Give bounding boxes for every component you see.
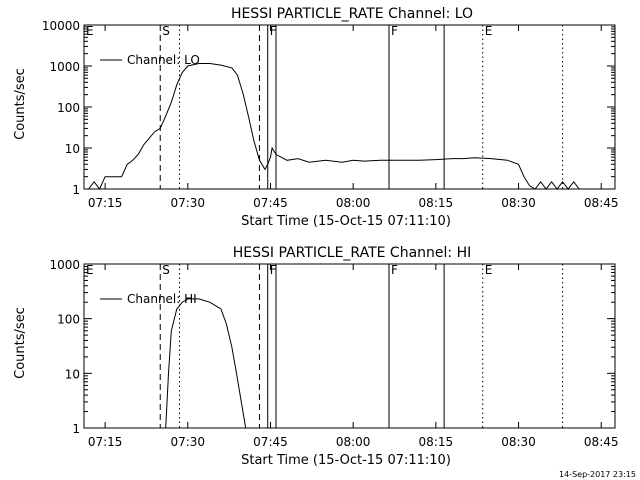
marker-label: E — [86, 263, 94, 277]
marker-label: F — [270, 263, 277, 277]
y-tick-label: 100 — [57, 313, 80, 327]
marker-label: F — [391, 24, 398, 38]
plot-area-lo: 07:15 07:30 07:45 08:00 08:15 08:30 08:45 1 10 10… — [42, 19, 619, 210]
marker-label: S — [162, 263, 170, 277]
x-tick-label: 07:15 — [88, 435, 123, 449]
y-tick-label: 1 — [72, 422, 80, 436]
x-tick-label: 08:15 — [419, 435, 454, 449]
y-axis-label-hi: Counts/sec — [13, 307, 28, 379]
marker-label: F — [270, 24, 277, 38]
marker-label: E — [485, 24, 493, 38]
x-axis-label-lo: Start Time (15-Oct-15 07:11:10) — [241, 214, 451, 229]
x-tick-label: 07:15 — [88, 196, 123, 210]
marker-label: S — [162, 24, 170, 38]
y-tick-label: 1 — [72, 183, 80, 197]
x-tick-label: 08:00 — [336, 196, 371, 210]
y-tick-label: 1000 — [49, 60, 80, 74]
x-axis-label-hi: Start Time (15-Oct-15 07:11:10) — [241, 453, 451, 468]
chart-title-hi: HESSI PARTICLE_RATE Channel: HI — [233, 245, 471, 261]
plot-frame — [83, 24, 616, 190]
marker-label: F — [391, 263, 398, 277]
y-tick-label: 10 — [65, 142, 80, 156]
x-tick-label: 08:00 — [336, 435, 371, 449]
x-tick-label: 07:45 — [253, 435, 288, 449]
plot-area-hi: 07:15 07:30 07:45 08:00 08:15 08:30 08:45 1 10 10… — [49, 258, 618, 449]
y-tick-label: 1000 — [49, 258, 80, 272]
footer-timestamp: 14-Sep-2017 23:15 — [559, 470, 636, 479]
series-line — [88, 63, 580, 190]
y-tick-label: 100 — [57, 101, 80, 115]
y-tick-label: 10 — [65, 367, 80, 381]
x-tick-label: 08:30 — [501, 435, 536, 449]
x-tick-label: 08:45 — [584, 435, 619, 449]
legend-label: Channel: HI — [127, 292, 197, 306]
chart-title-lo: HESSI PARTICLE_RATE Channel: LO — [231, 6, 473, 22]
y-tick-label: 10000 — [42, 19, 80, 33]
marker-label: E — [485, 263, 493, 277]
x-tick-label: 08:15 — [419, 196, 454, 210]
x-tick-label: 07:30 — [170, 196, 205, 210]
plot-frame — [83, 263, 616, 429]
x-tick-label: 08:45 — [584, 196, 619, 210]
x-tick-label: 07:45 — [253, 196, 288, 210]
series-line — [165, 298, 247, 429]
x-tick-label: 08:30 — [501, 196, 536, 210]
legend-label: Channel: LO — [127, 53, 200, 67]
marker-label: E — [86, 24, 94, 38]
y-axis-label-lo: Counts/sec — [13, 68, 28, 140]
x-tick-label: 07:30 — [170, 435, 205, 449]
